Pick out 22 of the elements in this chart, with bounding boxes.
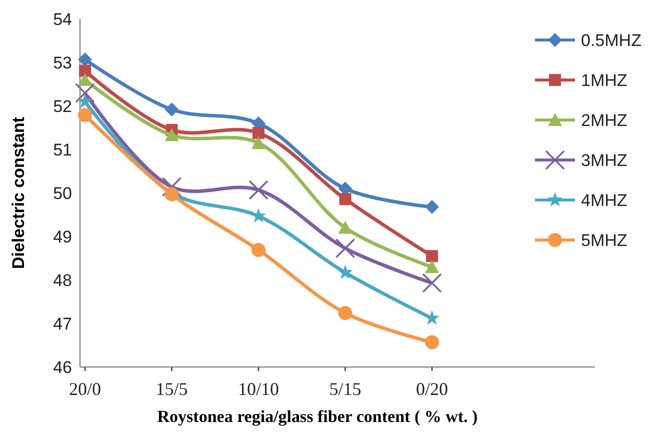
x-tick-label: 0/20 [416, 379, 448, 399]
y-tick-label: 52 [53, 96, 72, 116]
y-tick-label: 53 [53, 53, 72, 72]
x-tick-label: 5/15 [329, 379, 362, 399]
legend-label: 3MHZ [581, 150, 628, 170]
legend-label: 5MHZ [581, 230, 628, 250]
x-tick-label: 15/5 [156, 379, 188, 399]
y-tick-label: 47 [53, 314, 72, 334]
legend-label: 1MHZ [581, 70, 628, 90]
legend-label: 0.5MHZ [581, 30, 642, 50]
y-tick-label: 48 [53, 270, 72, 290]
y-tick-label: 51 [53, 140, 72, 160]
y-tick-label: 54 [53, 10, 72, 29]
x-axis-title: Roystonea regia/glass fiber content ( % wt. ) [157, 407, 478, 426]
legend-label: 2MHZ [581, 110, 628, 130]
x-tick-label: 10/10 [238, 379, 280, 399]
y-tick-label: 50 [53, 184, 72, 203]
y-axis-title: Dielectric constant [9, 116, 28, 270]
x-tick-label: 20/0 [68, 379, 102, 399]
legend-label: 4MHZ [581, 190, 628, 210]
y-tick-label: 46 [53, 358, 72, 377]
y-tick-label: 49 [53, 227, 72, 246]
